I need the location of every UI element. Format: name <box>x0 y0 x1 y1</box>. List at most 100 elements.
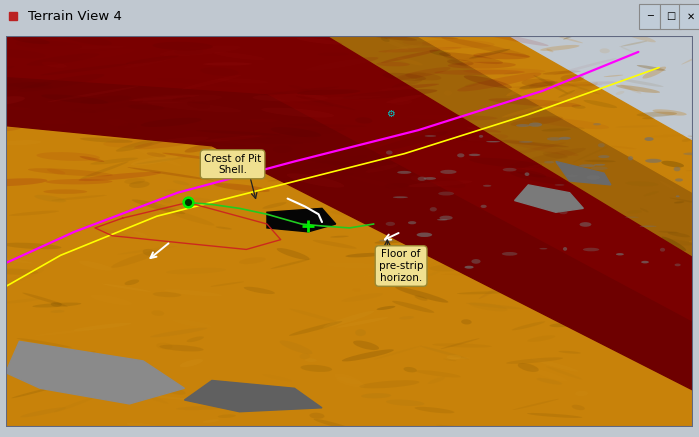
Ellipse shape <box>621 79 663 87</box>
Ellipse shape <box>611 146 636 149</box>
Polygon shape <box>0 60 699 341</box>
Ellipse shape <box>250 389 298 401</box>
Ellipse shape <box>616 253 624 255</box>
Ellipse shape <box>503 168 517 171</box>
Ellipse shape <box>542 307 588 310</box>
Ellipse shape <box>129 95 199 101</box>
Ellipse shape <box>444 357 470 360</box>
Polygon shape <box>453 408 699 437</box>
Ellipse shape <box>396 72 426 82</box>
Ellipse shape <box>674 201 684 204</box>
Ellipse shape <box>463 68 545 74</box>
Ellipse shape <box>527 413 582 418</box>
Ellipse shape <box>51 302 62 307</box>
Ellipse shape <box>390 99 412 105</box>
Polygon shape <box>6 341 185 404</box>
Ellipse shape <box>441 141 474 146</box>
Ellipse shape <box>577 274 603 277</box>
Ellipse shape <box>3 243 62 249</box>
Ellipse shape <box>559 137 571 140</box>
Ellipse shape <box>0 128 20 132</box>
Ellipse shape <box>79 260 113 271</box>
Ellipse shape <box>444 34 459 35</box>
Ellipse shape <box>80 95 131 104</box>
Ellipse shape <box>305 358 317 362</box>
Ellipse shape <box>284 154 314 160</box>
Ellipse shape <box>689 233 699 243</box>
Ellipse shape <box>379 251 415 257</box>
Ellipse shape <box>533 75 568 94</box>
Ellipse shape <box>53 13 125 21</box>
Ellipse shape <box>384 32 398 38</box>
Polygon shape <box>0 122 699 437</box>
Ellipse shape <box>289 205 334 210</box>
Ellipse shape <box>464 237 474 243</box>
Ellipse shape <box>461 319 472 325</box>
Ellipse shape <box>287 124 367 127</box>
Ellipse shape <box>261 108 334 118</box>
Ellipse shape <box>531 358 579 371</box>
Ellipse shape <box>393 196 408 198</box>
Ellipse shape <box>620 84 642 94</box>
Ellipse shape <box>464 266 474 269</box>
Ellipse shape <box>78 49 135 59</box>
Ellipse shape <box>153 292 181 297</box>
Ellipse shape <box>0 143 2 153</box>
Ellipse shape <box>489 98 581 107</box>
Ellipse shape <box>584 100 617 108</box>
Ellipse shape <box>521 79 556 87</box>
Ellipse shape <box>470 219 502 229</box>
Ellipse shape <box>563 33 579 40</box>
Ellipse shape <box>538 279 554 281</box>
Ellipse shape <box>397 171 411 174</box>
Ellipse shape <box>527 335 555 342</box>
Ellipse shape <box>376 62 410 66</box>
Ellipse shape <box>621 41 647 46</box>
Ellipse shape <box>225 136 276 140</box>
Ellipse shape <box>406 114 498 120</box>
Ellipse shape <box>519 81 558 89</box>
Ellipse shape <box>361 393 391 399</box>
Ellipse shape <box>439 52 503 64</box>
Ellipse shape <box>496 170 516 176</box>
Ellipse shape <box>365 164 398 173</box>
Ellipse shape <box>72 109 96 112</box>
Ellipse shape <box>529 81 554 88</box>
Ellipse shape <box>314 419 352 430</box>
Ellipse shape <box>502 106 541 118</box>
Ellipse shape <box>454 145 482 151</box>
Ellipse shape <box>640 225 656 227</box>
Ellipse shape <box>161 24 202 35</box>
Ellipse shape <box>411 146 420 151</box>
Ellipse shape <box>659 180 675 190</box>
Ellipse shape <box>540 248 547 250</box>
Ellipse shape <box>563 305 580 312</box>
Ellipse shape <box>337 179 350 186</box>
Ellipse shape <box>660 248 665 252</box>
Ellipse shape <box>80 156 104 162</box>
Ellipse shape <box>131 156 178 166</box>
Ellipse shape <box>271 259 311 269</box>
Ellipse shape <box>384 206 405 208</box>
Ellipse shape <box>469 154 480 156</box>
Ellipse shape <box>196 130 280 135</box>
Ellipse shape <box>546 366 582 380</box>
Ellipse shape <box>108 119 129 126</box>
Ellipse shape <box>572 105 586 109</box>
Text: ⚙: ⚙ <box>387 110 395 119</box>
Polygon shape <box>0 17 699 341</box>
Ellipse shape <box>476 194 519 199</box>
Ellipse shape <box>350 134 366 140</box>
Ellipse shape <box>448 62 516 69</box>
Ellipse shape <box>528 122 542 127</box>
Ellipse shape <box>22 31 58 39</box>
Ellipse shape <box>336 317 389 328</box>
Ellipse shape <box>436 425 473 429</box>
Ellipse shape <box>356 143 381 152</box>
Ellipse shape <box>150 328 208 337</box>
Ellipse shape <box>644 191 658 196</box>
Ellipse shape <box>688 136 699 138</box>
Ellipse shape <box>444 167 468 173</box>
Ellipse shape <box>512 321 545 330</box>
Ellipse shape <box>159 45 241 56</box>
